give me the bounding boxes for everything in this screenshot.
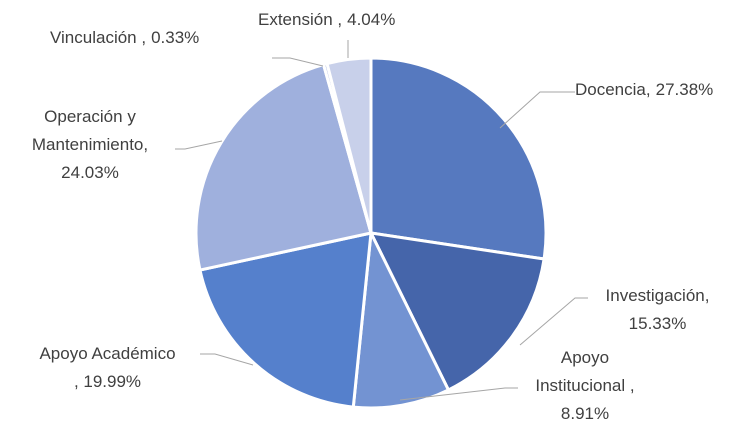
leader-line [519, 297, 588, 346]
label-category: Extensión , [258, 10, 343, 29]
leader-line [200, 353, 254, 366]
label-value: 4.04% [347, 10, 396, 29]
leader-line [499, 91, 575, 129]
label-category: Operación y Mantenimiento, [31, 107, 149, 154]
label-category: Apoyo Institucional , [535, 348, 635, 395]
pie-slice [351, 231, 450, 410]
label-category: Investigación, [605, 286, 710, 305]
label-value: , 19.99% [73, 372, 142, 391]
leader-line [272, 57, 324, 67]
label-value: 0.33% [151, 28, 200, 47]
data-label: Extensión , 4.04% [258, 6, 453, 34]
data-label: Apoyo Académico , 19.99% [15, 340, 200, 396]
label-value: 27.38% [655, 80, 714, 99]
pie-slice [198, 231, 373, 409]
label-value: 15.33% [628, 314, 687, 333]
label-value: 24.03% [61, 163, 119, 182]
pie-slice [194, 63, 373, 272]
data-label: Operación y Mantenimiento, 24.03% [5, 103, 175, 187]
pie-slice [369, 56, 548, 261]
label-category: Docencia, [575, 80, 651, 99]
label-value: 8.91% [560, 404, 610, 423]
label-category: Apoyo Académico [39, 344, 176, 363]
data-label: Investigación, 15.33% [575, 282, 740, 338]
leader-line [175, 140, 223, 150]
data-label: Vinculación , 0.33% [50, 24, 280, 52]
pie-slice [325, 56, 373, 235]
leader-line [399, 387, 518, 401]
pie-slice [369, 231, 546, 392]
label-category: Vinculación , [50, 28, 147, 47]
data-label: Docencia, 27.38% [575, 76, 754, 104]
data-label: Apoyo Institucional , 8.91% [505, 344, 665, 427]
